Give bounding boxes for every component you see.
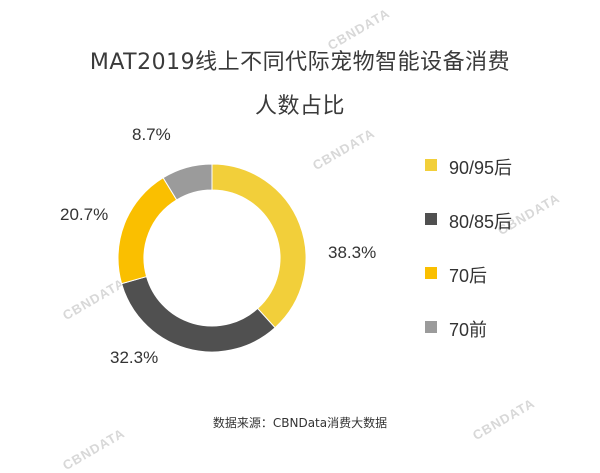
legend-label: 80/85后 <box>449 212 513 232</box>
donut-slice-2 <box>120 275 276 353</box>
slice-value-label: 32.3% <box>110 348 158 367</box>
chart-title-line2: 人数占比 <box>254 94 345 119</box>
legend-label: 70前 <box>449 320 488 340</box>
legend-label: 70后 <box>449 266 488 286</box>
legend-label: 90/95后 <box>449 158 513 178</box>
legend-swatch <box>425 159 437 171</box>
legend-swatch <box>425 213 437 225</box>
chart-title-line1: MAT2019线上不同代际宠物智能设备消费 <box>89 50 511 75</box>
donut-slice-3 <box>117 177 178 285</box>
slice-value-label: 8.7% <box>132 125 171 144</box>
slice-value-label: 38.3% <box>328 243 376 262</box>
legend-swatch <box>425 321 437 333</box>
legend-swatch <box>425 267 437 279</box>
data-source-note: 数据来源：CBNData消费大数据 <box>212 416 388 430</box>
donut-slice-4 <box>162 163 213 201</box>
donut-slice-1 <box>211 163 307 329</box>
slice-value-label: 20.7% <box>60 205 108 224</box>
